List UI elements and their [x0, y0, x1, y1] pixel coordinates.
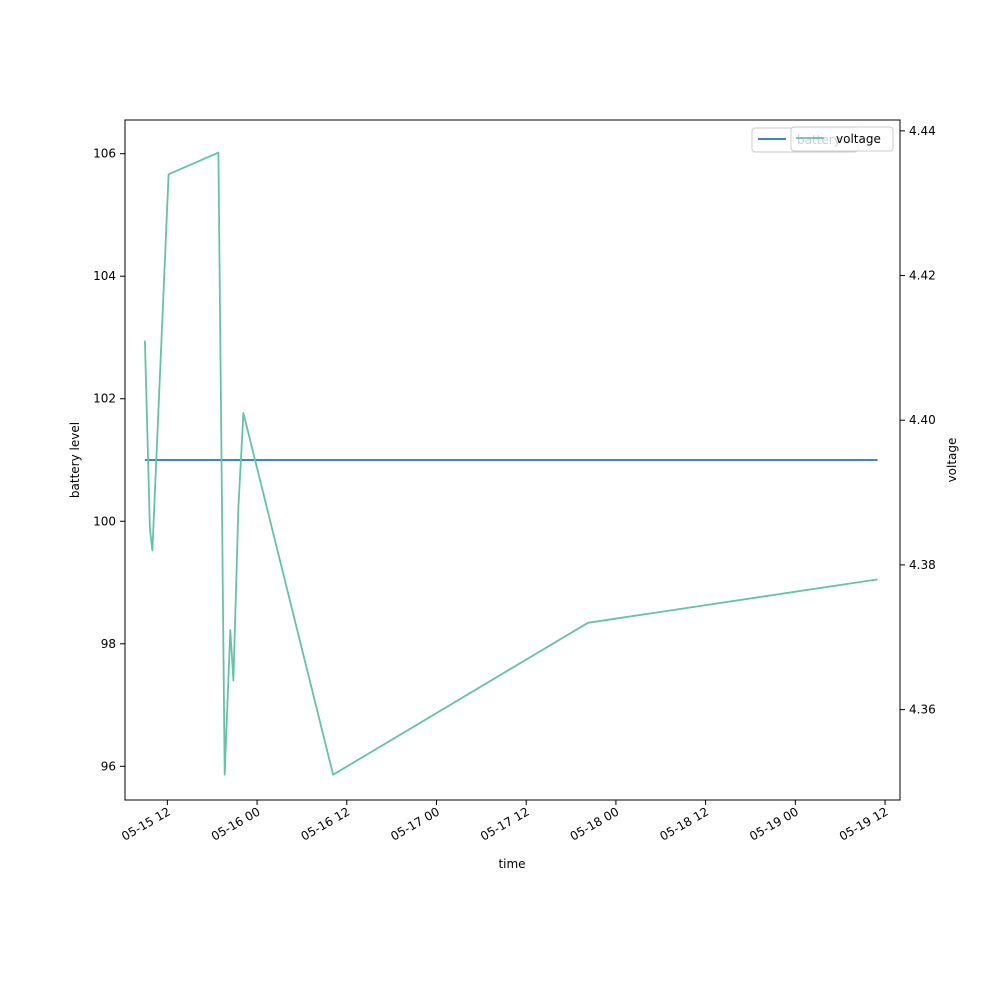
x-axis-title: time — [498, 857, 525, 871]
series-layer — [144, 151, 878, 776]
right-y-tick-label-3: 4.42 — [909, 269, 936, 283]
left-y-tick-label-0: 96 — [101, 759, 116, 773]
left-y-tick-label-5: 106 — [93, 147, 116, 161]
right-y-tick-label-0: 4.36 — [909, 703, 936, 717]
x-tick-label-8: 05-19 12 — [837, 804, 891, 843]
left-y-tick-label-1: 98 — [101, 637, 116, 651]
x-tick-label-4: 05-17 12 — [478, 804, 532, 843]
plot-frame — [124, 119, 901, 801]
legend-right-label: voltage — [836, 132, 881, 146]
legend-right-box — [790, 126, 894, 152]
left-y-tick-label-4: 104 — [93, 269, 116, 283]
x-tick-label-2: 05-16 12 — [299, 804, 353, 843]
right-y-tick-label-2: 4.40 — [909, 413, 936, 427]
x-tick-label-1: 05-16 00 — [209, 804, 263, 843]
left-y-axis-ticks: 96 98 100 102 104 106 — [93, 147, 125, 773]
left-y-tick-label-2: 100 — [93, 514, 116, 528]
left-y-axis-title: battery level — [68, 422, 82, 498]
series-line-voltage — [144, 151, 878, 776]
x-tick-label-3: 05-17 00 — [388, 804, 442, 843]
legend-right: voltage — [790, 126, 894, 152]
x-tick-label-5: 05-18 00 — [568, 804, 622, 843]
x-tick-label-6: 05-18 12 — [657, 804, 711, 843]
x-axis-ticks: 05-15 12 05-16 00 05-16 12 05-17 00 05-17 12… — [119, 800, 891, 844]
x-tick-label-0: 05-15 12 — [119, 804, 173, 843]
right-y-tick-label-1: 4.38 — [909, 558, 936, 572]
right-y-axis-title: voltage — [945, 438, 959, 483]
right-y-axis-ticks: 4.36 4.38 4.40 4.42 4.44 — [900, 124, 936, 717]
right-y-tick-label-4: 4.44 — [909, 124, 936, 138]
left-y-tick-label-3: 102 — [93, 392, 116, 406]
x-tick-label-7: 05-19 00 — [747, 804, 801, 843]
